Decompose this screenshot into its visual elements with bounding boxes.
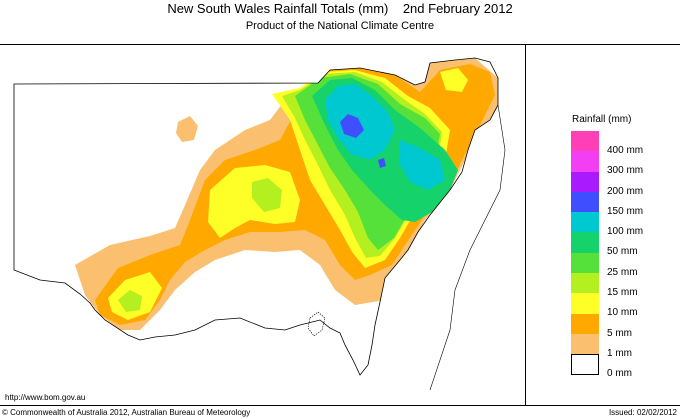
legend-label: 25 mm xyxy=(607,266,638,278)
legend-swatch xyxy=(571,232,599,253)
legend-swatch xyxy=(571,191,599,213)
copyright-notice: © Commonwealth of Australia 2012, Austra… xyxy=(2,408,251,417)
zone-10mm-ne xyxy=(440,68,468,92)
legend-swatch xyxy=(571,273,599,294)
legend-label: 50 mm xyxy=(607,246,638,258)
legend-swatch xyxy=(571,313,599,334)
legend-label: 15 mm xyxy=(607,287,638,299)
map-title: New South Wales Rainfall Totals (mm) 2nd… xyxy=(167,1,513,16)
legend-label: 1 mm xyxy=(607,347,632,359)
legend-label: 150 mm xyxy=(607,205,644,217)
legend-label: 0 mm xyxy=(607,368,632,380)
legend-label: 300 mm xyxy=(607,165,644,177)
rainfall-map xyxy=(13,57,506,391)
legend-swatch xyxy=(571,293,599,314)
legend-divider xyxy=(525,44,526,406)
legend-label: 5 mm xyxy=(607,327,632,339)
legend-swatch xyxy=(571,252,599,274)
legend-swatch xyxy=(571,171,599,192)
nsw-border xyxy=(13,57,499,376)
legend-swatch xyxy=(571,151,599,172)
zone-150mm xyxy=(340,114,386,168)
map-subtitle: Product of the National Climate Centre xyxy=(245,20,435,32)
legend-title: Rainfall (mm) xyxy=(572,114,632,125)
legend-swatch xyxy=(571,354,599,375)
legend-swatch xyxy=(571,333,599,355)
bom-url-link[interactable]: http://www.bom.gov.au xyxy=(5,393,86,402)
legend-swatch xyxy=(571,212,599,233)
zone-1mm-west xyxy=(176,116,198,142)
coast-line xyxy=(429,104,506,391)
legend-label: 200 mm xyxy=(607,185,644,197)
legend-label: 10 mm xyxy=(607,307,638,319)
act-border xyxy=(307,311,326,337)
map-frame xyxy=(0,44,680,406)
legend-swatch xyxy=(571,131,599,152)
zone-100mm xyxy=(325,84,445,190)
legend-label: 100 mm xyxy=(607,226,644,238)
issued-date: Issued: 02/02/2012 xyxy=(608,408,677,417)
legend-label: 400 mm xyxy=(607,145,644,156)
